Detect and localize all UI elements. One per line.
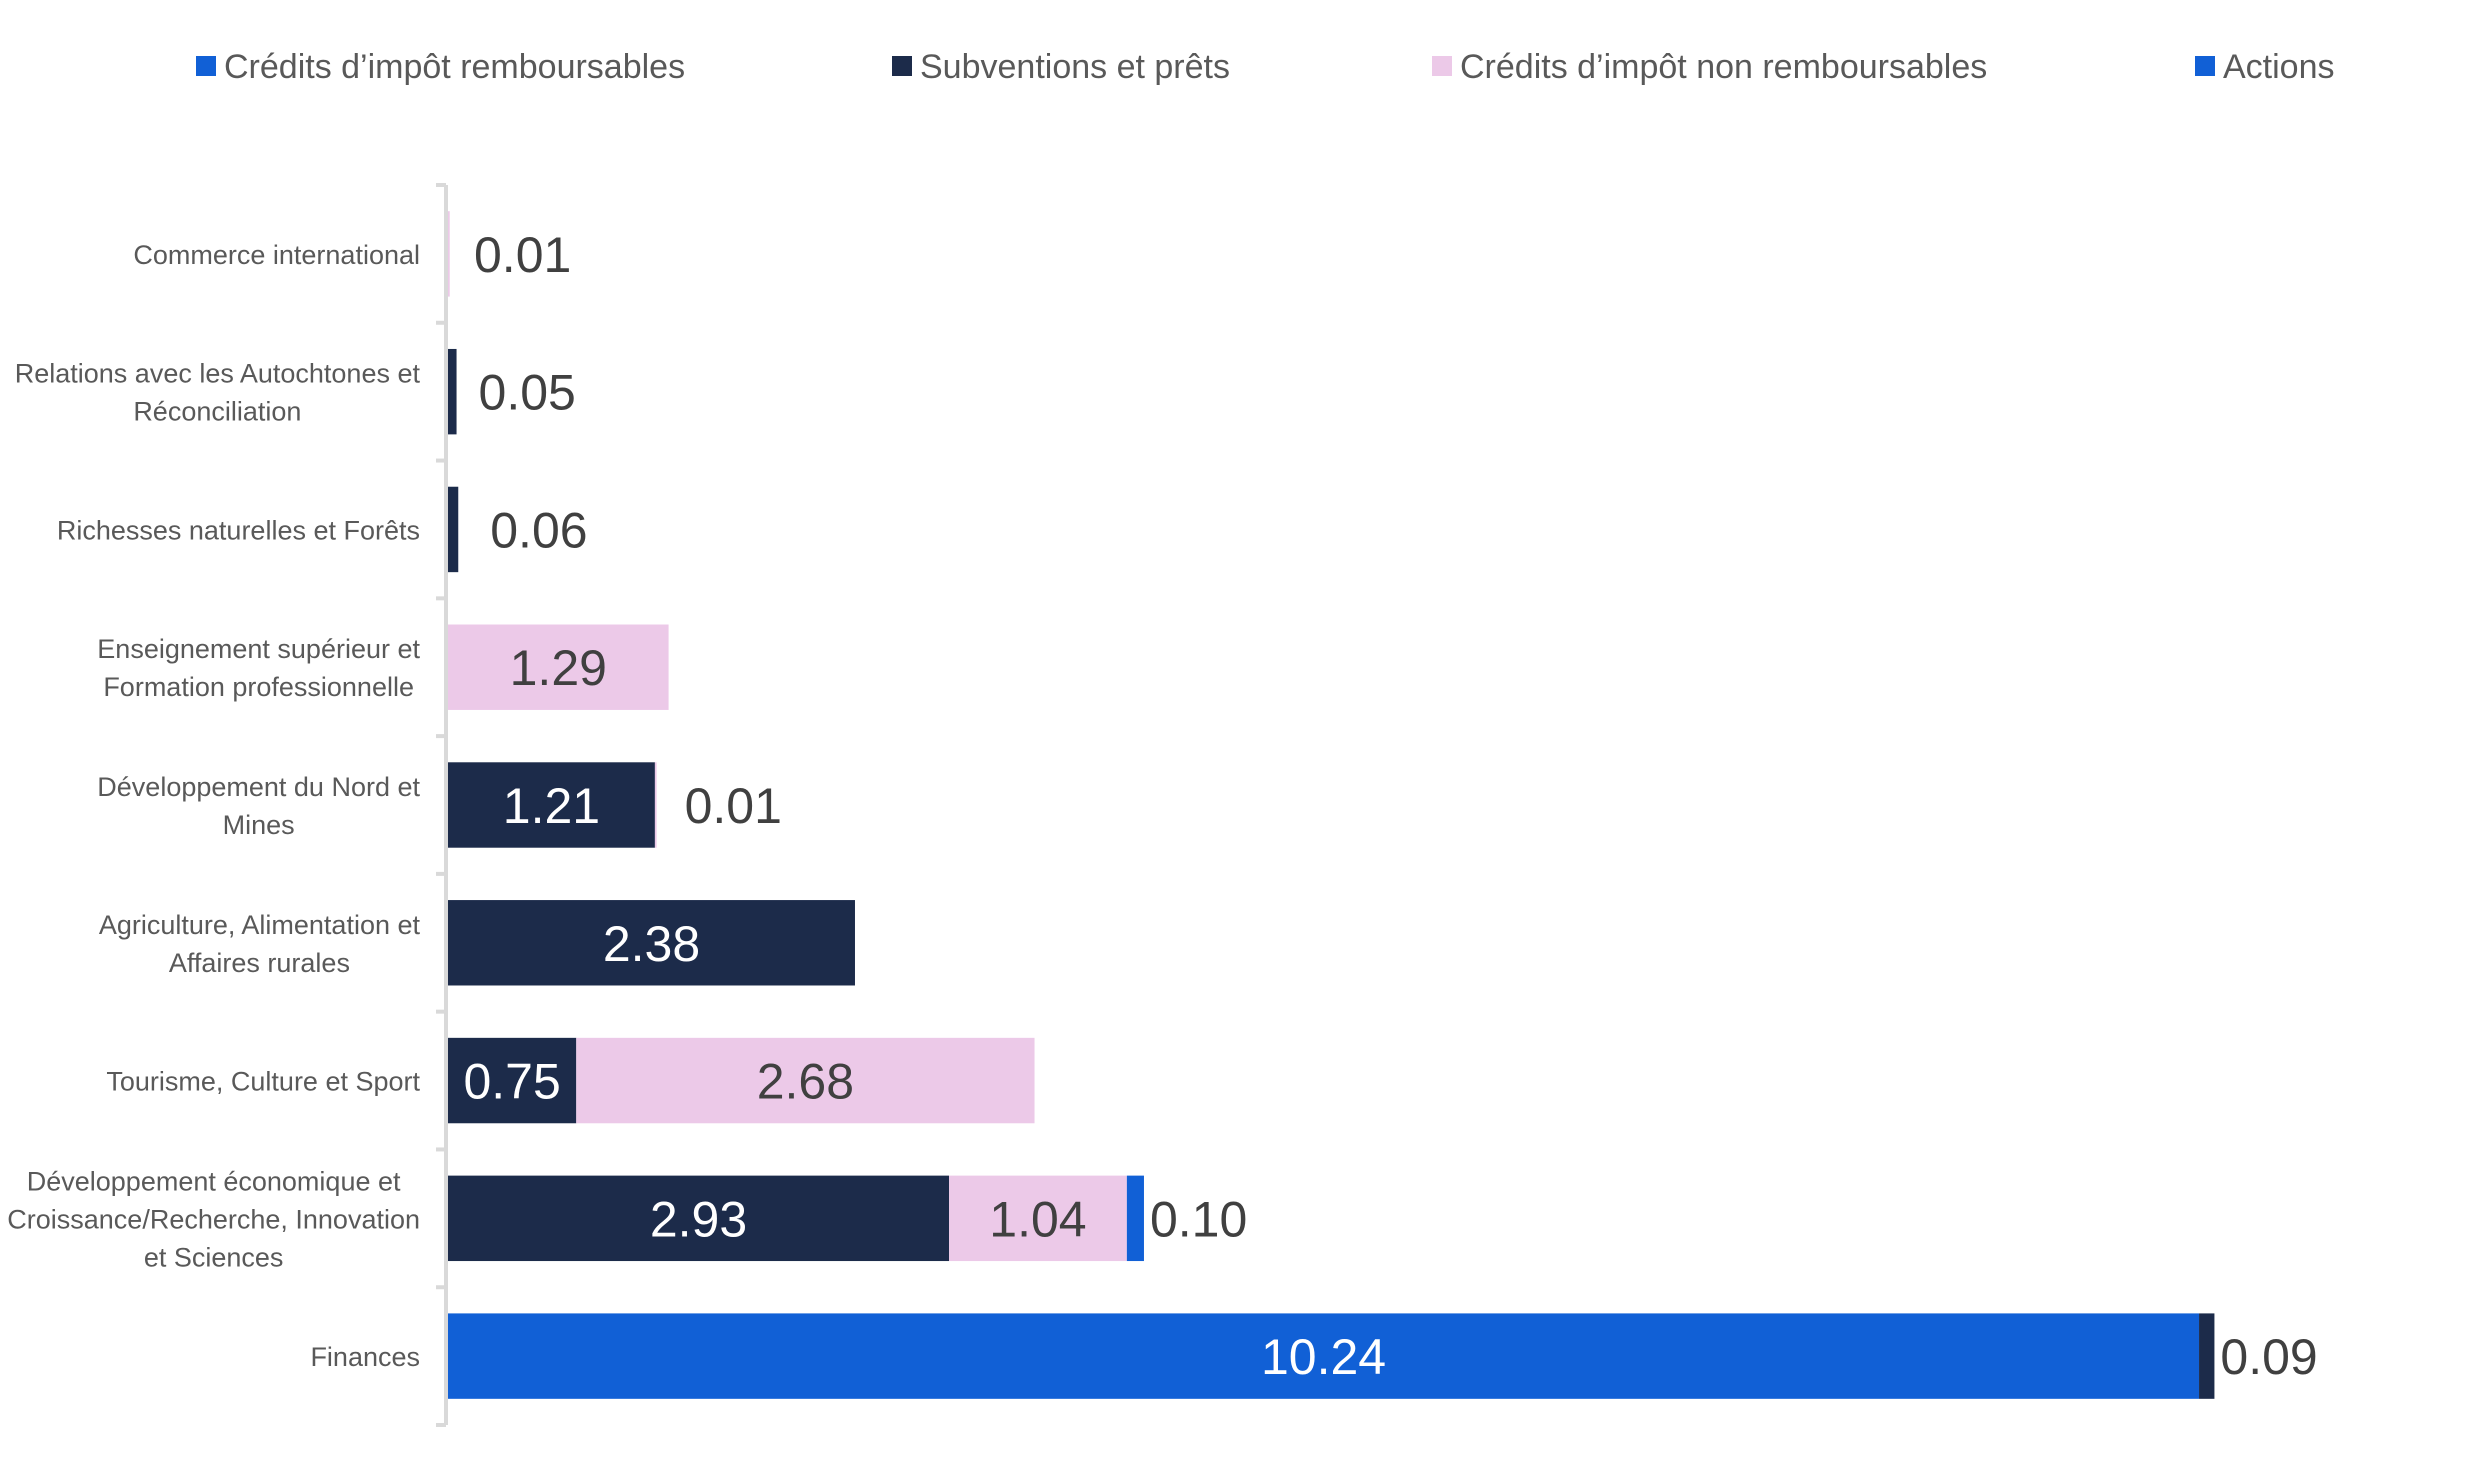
bar-segment[interactable] — [448, 486, 459, 573]
data-label: 0.01 — [685, 778, 782, 834]
bar-segment[interactable] — [949, 1175, 1127, 1262]
bar-segment[interactable] — [576, 1037, 1035, 1124]
category-label: Affaires rurales — [169, 948, 350, 978]
data-label: 0.10 — [1150, 1191, 1247, 1247]
category-label: Tourisme, Culture et Sport — [106, 1067, 420, 1097]
legend-swatch-2 — [1432, 56, 1452, 76]
category-labels: Commerce international Relations avec les… — [7, 240, 420, 1372]
legend-swatch-3 — [2195, 56, 2215, 76]
bar-segment[interactable] — [1126, 1175, 1144, 1262]
bar-segment[interactable] — [448, 211, 450, 297]
data-label: 0.75 — [463, 1054, 560, 1110]
legend-swatch-1 — [892, 56, 912, 76]
category-label: Croissance/Recherche, Innovation — [7, 1204, 420, 1234]
category-label: Agriculture, Alimentation et — [99, 910, 421, 940]
legend-swatch-0 — [196, 56, 216, 76]
bar-segment[interactable] — [448, 1175, 950, 1262]
data-label: 2.93 — [650, 1191, 747, 1247]
data-label: 1.04 — [989, 1191, 1086, 1247]
legend-label-3: Actions — [2223, 48, 2335, 86]
category-label: Relations avec les Autochtones et — [15, 359, 421, 389]
category-label: Enseignement supérieur et — [97, 634, 420, 664]
bar-segment[interactable] — [654, 762, 657, 848]
bar-segment[interactable] — [2199, 1313, 2215, 1399]
data-label: 0.06 — [490, 502, 587, 558]
legend: Crédits d’impôt remboursables Subventions… — [196, 48, 2335, 86]
category-label: Réconciliation — [133, 397, 301, 427]
bar-segment[interactable] — [448, 348, 457, 435]
bar-segment[interactable] — [448, 624, 669, 710]
bar-segment[interactable] — [448, 762, 655, 848]
legend-label-0: Crédits d’impôt remboursables — [224, 48, 685, 86]
data-label: 1.21 — [503, 778, 600, 834]
bars — [448, 211, 2215, 1399]
category-label: Développement du Nord et — [97, 772, 420, 802]
data-label: 10.24 — [1261, 1329, 1386, 1385]
data-label: 2.38 — [603, 916, 700, 972]
legend-label-1: Subventions et prêts — [920, 48, 1230, 86]
category-axis — [436, 183, 448, 1427]
value-labels: 0.01 0.05 0.06 1.29 1.21 0.01 2.38 0.75 2.68 2.93… — [463, 227, 2317, 1385]
data-label: 1.29 — [510, 640, 607, 696]
legend-label-2: Crédits d’impôt non remboursables — [1460, 48, 1987, 86]
bar-segment[interactable] — [448, 1313, 2200, 1399]
data-label: 0.09 — [2220, 1329, 2317, 1385]
data-label: 2.68 — [757, 1054, 854, 1110]
category-label: Formation professionnelle — [103, 672, 414, 702]
category-label: Développement économique et — [27, 1166, 401, 1196]
category-label: et Sciences — [144, 1242, 284, 1272]
category-label: Finances — [310, 1342, 420, 1372]
data-label: 0.05 — [479, 365, 576, 421]
category-label: Mines — [223, 810, 295, 840]
data-label: 0.01 — [474, 227, 571, 283]
category-label: Richesses naturelles et Forêts — [57, 515, 420, 545]
category-label: Commerce international — [133, 240, 420, 270]
bar-segment[interactable] — [448, 900, 855, 986]
bar-segment[interactable] — [448, 1037, 577, 1124]
